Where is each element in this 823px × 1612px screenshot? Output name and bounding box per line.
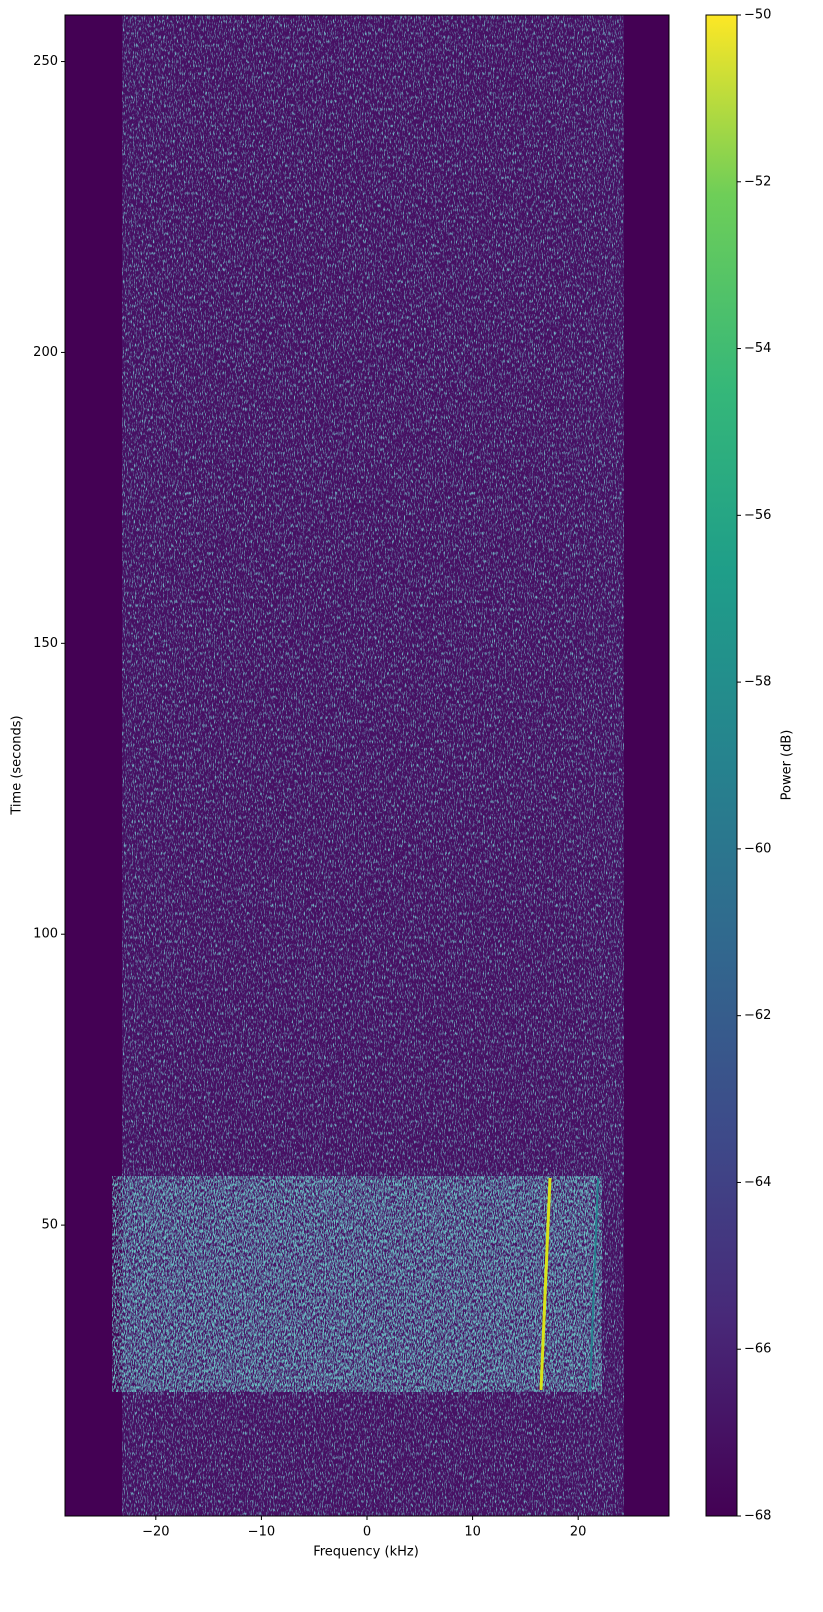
burst-texture [112,1176,602,1392]
colorbar-tick-label: −66 [744,1342,771,1357]
colorbar-tick-label: −56 [744,508,771,523]
y-tick-label: 150 [33,636,58,651]
colorbar-tick-label: −64 [744,1175,771,1190]
x-tick-label: −20 [142,1525,169,1540]
colorbar-tick-label: −58 [744,675,771,690]
y-tick-label: 200 [33,345,58,360]
colorbar-label: Power (dB) [780,730,795,801]
x-axis-label: Frequency (kHz) [313,1545,419,1560]
colorbar-tick-label: −52 [744,174,771,189]
colorbar-tick-label: −68 [744,1509,771,1524]
y-tick-label: 100 [33,927,58,942]
colorbar-tick-label: −50 [744,8,771,23]
colorbar-tick-label: −62 [744,1008,771,1023]
colorbar-tick-label: −60 [744,841,771,856]
y-tick-label: 250 [33,54,58,69]
colorbar [705,14,738,1517]
x-tick-label: 0 [363,1525,371,1540]
x-tick-label: 10 [464,1525,481,1540]
y-tick-label: 50 [41,1218,58,1233]
signal-trace [589,1177,599,1391]
colorbar-tick-label: −54 [744,341,771,356]
x-tick-label: −10 [248,1525,275,1540]
x-tick-label: 20 [570,1525,587,1540]
y-axis-label: Time (seconds) [10,715,25,815]
signal-trace [539,1177,552,1391]
spectrogram-image [65,15,669,1516]
